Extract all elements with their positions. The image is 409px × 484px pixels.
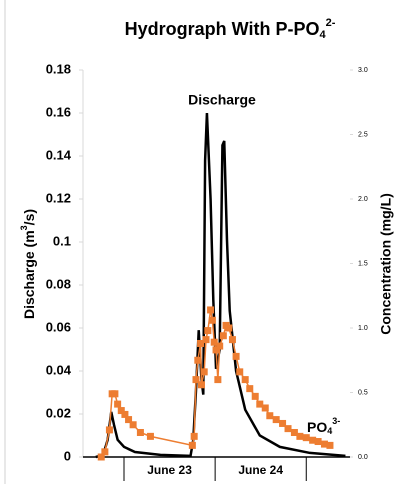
- point-marker: [197, 381, 205, 389]
- point-marker: [272, 416, 280, 424]
- y-tick-label: 0.06: [46, 319, 71, 334]
- series-label-text: PO: [307, 419, 327, 435]
- title-sup: 2-: [326, 17, 336, 29]
- point-marker: [97, 453, 105, 461]
- point-marker: [326, 441, 334, 449]
- point-marker: [190, 432, 198, 440]
- point-marker: [207, 306, 215, 314]
- y-label-sup: 3: [19, 225, 29, 230]
- series-line: [95, 112, 346, 459]
- y-tick-label: 0.02: [46, 405, 71, 420]
- y-tick-label: 0.16: [46, 104, 71, 119]
- y-tick-label: 0.04: [46, 362, 72, 377]
- point-marker: [256, 400, 264, 408]
- point-marker: [309, 436, 317, 444]
- point-marker: [192, 376, 200, 384]
- point-marker: [232, 352, 240, 360]
- point-marker: [241, 376, 249, 384]
- point-marker: [188, 441, 196, 449]
- series-label-sub: 4: [327, 426, 332, 436]
- x-category-label: June 23: [147, 463, 192, 477]
- point-marker: [314, 438, 322, 446]
- point-marker: [121, 410, 129, 418]
- y-label-text: Discharge (m: [21, 230, 37, 319]
- y2-tick-label: 2.5: [358, 131, 368, 138]
- point-marker: [202, 336, 210, 344]
- y-tick-label: 0.14: [46, 147, 72, 162]
- point-marker: [194, 356, 202, 364]
- y-tick-label: 0.18: [46, 61, 71, 76]
- y-tick-label: 0.1: [53, 233, 71, 248]
- point-marker: [228, 336, 236, 344]
- point-marker: [320, 440, 328, 448]
- title-text: Hydrograph With P-PO: [125, 19, 320, 39]
- point-marker: [204, 327, 212, 335]
- point-marker: [117, 407, 125, 415]
- y2-tick-label: 0.5: [358, 389, 368, 396]
- point-marker: [212, 346, 220, 354]
- point-marker: [290, 428, 298, 436]
- point-marker: [214, 376, 222, 384]
- y-axis-label: Discharge (m3/s): [19, 209, 36, 319]
- y2-tick-label: 1.0: [358, 325, 368, 332]
- y2-tick-label: 0.0: [358, 454, 368, 461]
- point-marker: [136, 428, 144, 436]
- y-tick-label: 0: [64, 448, 71, 463]
- series-label: PO43-: [307, 416, 340, 436]
- series-label-sup: 3-: [332, 416, 340, 426]
- point-marker: [105, 426, 113, 434]
- y2-tick-label: 2.0: [358, 196, 368, 203]
- point-marker: [236, 368, 244, 376]
- point-marker: [125, 416, 133, 424]
- title-sub: 4: [319, 29, 326, 41]
- point-marker: [111, 390, 119, 398]
- point-marker: [114, 400, 122, 408]
- point-marker: [296, 432, 304, 440]
- series-label: Discharge: [188, 92, 256, 108]
- y-label-end: /s): [21, 209, 37, 225]
- point-marker: [216, 342, 224, 350]
- point-marker: [219, 332, 227, 340]
- y2-tick-label: 1.5: [358, 260, 368, 267]
- point-marker: [197, 339, 205, 347]
- point-marker: [246, 385, 254, 393]
- point-marker: [266, 412, 274, 420]
- chart-title: Hydrograph With P-PO42-: [125, 17, 336, 41]
- point-marker: [101, 448, 109, 456]
- point-marker: [210, 338, 218, 346]
- point-marker: [251, 392, 259, 400]
- point-marker: [302, 434, 310, 442]
- x-category-label: June 24: [238, 463, 283, 477]
- point-marker: [261, 404, 269, 412]
- point-marker: [279, 419, 287, 427]
- point-marker: [225, 324, 233, 332]
- point-marker: [208, 316, 216, 324]
- point-marker: [129, 421, 137, 429]
- point-marker: [284, 425, 292, 433]
- y-tick-label: 0.08: [46, 276, 71, 291]
- point-marker: [146, 432, 154, 440]
- y-tick-label: 0.12: [46, 190, 71, 205]
- y2-axis-label: Concentration (mg/L): [378, 193, 394, 335]
- point-marker: [200, 368, 208, 376]
- y2-tick-label: 3.0: [358, 67, 368, 74]
